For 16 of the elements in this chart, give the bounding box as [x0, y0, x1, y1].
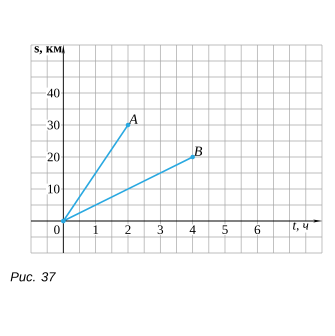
- x-tick-label: 1: [94, 225, 98, 234]
- x-tick-label: 3: [158, 225, 164, 234]
- x-tick-label: 4: [190, 225, 196, 234]
- x-tick-label: 0: [54, 225, 60, 234]
- x-tick-label: 6: [254, 225, 260, 234]
- text: Рис. 37: [10, 272, 56, 282]
- y-tick-label: 40: [47, 88, 60, 98]
- y-tick-label: 30: [48, 120, 60, 130]
- series-label: B: [194, 146, 202, 156]
- y-axis-title: s, км: [34, 46, 62, 54]
- x-tick-label: 2: [125, 225, 131, 234]
- x-axis-title: t, ч: [293, 222, 308, 232]
- series-label: A: [128, 114, 138, 124]
- x-tick-label: 5: [222, 225, 228, 234]
- y-tick-label: 20: [48, 152, 60, 162]
- y-tick-label: 10: [48, 184, 60, 194]
